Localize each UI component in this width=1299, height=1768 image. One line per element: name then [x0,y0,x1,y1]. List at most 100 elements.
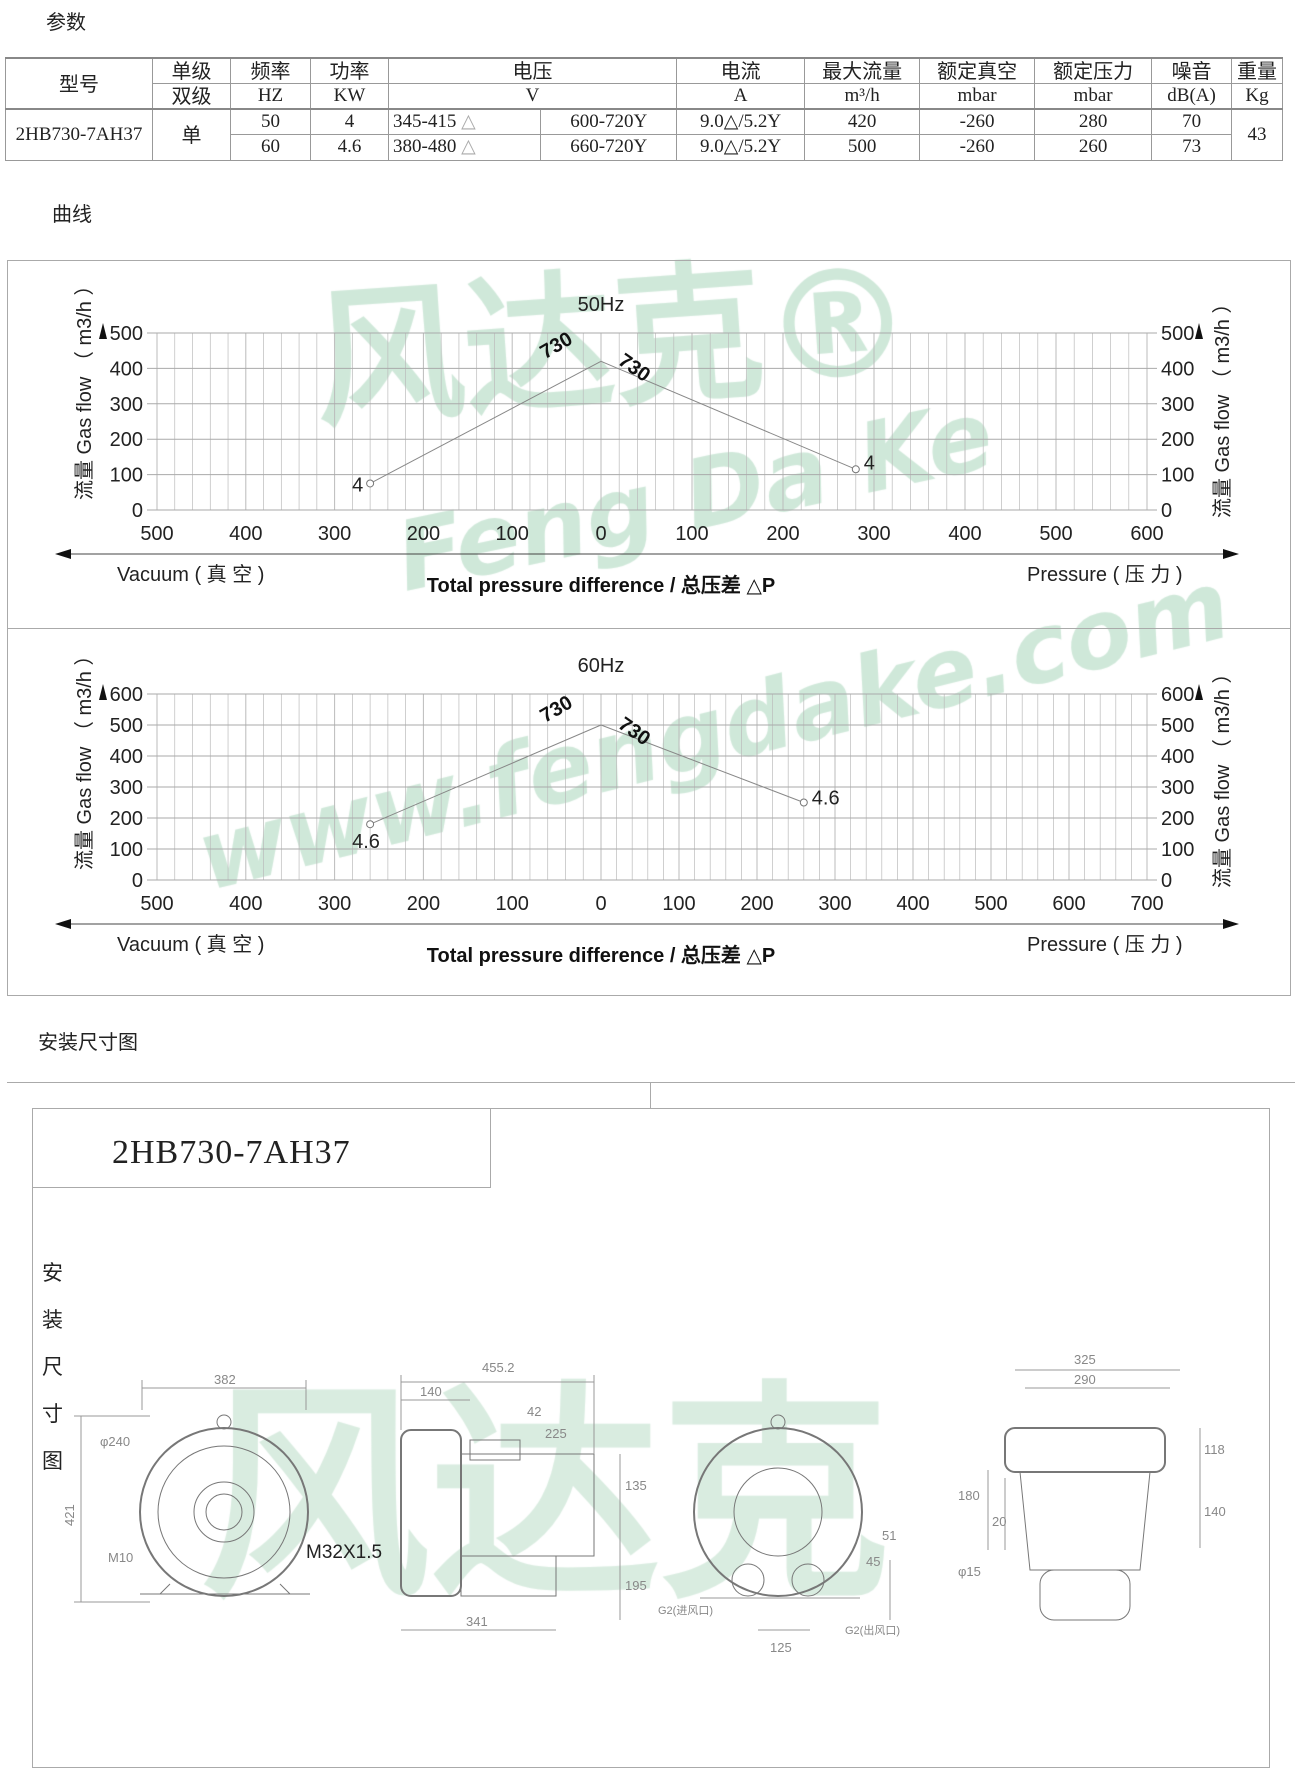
dim-label: 455.2 [482,1360,515,1375]
y-axis-label-right: 流量 Gas flow （ m3/h ） [1211,294,1234,519]
x-tick-label-pressure: 300 [818,893,851,915]
header-voltage: 电压 [387,57,678,84]
x-tick-label-vacuum: 100 [496,893,529,915]
arrow-up-icon [99,684,107,700]
spec-table: 型号 单级 频率 功率 电压 电流 最大流量 额定真空 额定压力 噪音 重量 双… [5,57,1283,161]
side-label-char: 图 [42,1449,63,1473]
unit-vacuum: mbar [919,83,1036,110]
y-tick-label-right: 300 [1161,394,1194,416]
cell-v-star: 660-720Y [540,134,678,161]
data-point [799,798,808,807]
y-tick-label-left: 500 [110,715,143,737]
x-axis-label: Total pressure difference / 总压差 △P [427,943,775,967]
chart-title: 60Hz [578,655,625,677]
end-label: 4.6 [352,831,380,853]
x-tick-label-vacuum: 400 [229,523,262,545]
y-tick-label-right: 100 [1161,465,1194,487]
x-tick-label-pressure: 400 [948,523,981,545]
section-title-curves: 曲线 [52,202,92,226]
dim-label: φ15 [958,1564,981,1579]
dim-label: 290 [1074,1372,1096,1387]
y-tick-label-left: 500 [110,323,143,345]
data-point [851,465,860,474]
unit-noise: dB(A) [1151,83,1233,110]
chart-60hz: 0 0 100 100 200 200 300 300 400 400 500 500 600 600 50… [55,646,1239,967]
arrow-right-icon [1223,549,1239,559]
series-line-vacuum [369,360,602,484]
y-tick-label-right: 400 [1161,746,1194,768]
x-tick-label-vacuum: 400 [229,893,262,915]
end-label: 4 [864,452,875,474]
cell-pressure: 280 [1034,108,1153,135]
header-power: 功率 [310,57,389,84]
y-tick-label-left: 0 [132,500,143,522]
x-tick-label-vacuum: 100 [496,523,529,545]
cell-v-star: 600-720Y [540,108,678,135]
dim-label: 225 [545,1426,567,1441]
dim-label: 325 [1074,1352,1096,1367]
x-tick-label-vacuum: 300 [318,523,351,545]
x-tick-label-pressure: 200 [766,523,799,545]
series-line-vacuum [369,724,602,825]
start-label: 730 [537,692,577,728]
y-tick-label-left: 400 [110,358,143,380]
cell-v-delta: 380-480 [393,136,457,158]
x-tick-label-vacuum: 500 [140,893,173,915]
dim-label: G2(进风口) [658,1604,713,1617]
dimension-labels: 382 φ240 421 M10 455.2 140 42 225 135 19… [62,1352,1226,1655]
x-tick-label-vacuum: 200 [407,523,440,545]
x-tick-label-pressure: 500 [974,893,1007,915]
cell-freq: 50 [230,108,311,135]
side-label-char: 尺 [42,1355,63,1379]
data-point [366,479,375,488]
header-weight: 重量 [1231,57,1283,84]
chart-title: 50Hz [578,294,625,316]
cell-vacuum: -260 [919,108,1036,135]
x-axis-label-pressure: Pressure ( 压 力 ) [1027,563,1183,586]
cell-v-delta: 345-415 [393,111,457,132]
y-tick-label-left: 200 [110,429,143,451]
side-label-char: 寸 [42,1402,63,1426]
cell-current: 9.0△/5.2Y [676,134,806,161]
y-tick-label-right: 200 [1161,808,1194,830]
x-tick-label-vacuum: 300 [318,893,351,915]
cell-current: 9.0△/5.2Y [676,108,806,135]
front-view [74,1380,310,1603]
end-label: 4.6 [812,788,840,810]
y-axis-label-right: 流量 Gas flow （ m3/h ） [1211,664,1234,889]
y-tick-label-right: 200 [1161,429,1194,451]
dim-label: 20 [992,1514,1006,1529]
dim-label: 195 [625,1578,647,1593]
arrow-right-icon [1223,919,1239,929]
arrow-up-icon [1195,323,1203,339]
dim-label: 45 [866,1554,880,1569]
series-line-pressure [600,360,856,470]
x-tick-label-pressure: 600 [1052,893,1085,915]
cell-pressure: 260 [1034,134,1153,161]
side-view [400,1375,621,1631]
y-tick-label-right: 600 [1161,684,1194,706]
section-title-install: 安装尺寸图 [38,1030,138,1054]
table-row: 2HB730-7AH37 单 50 4 345-415 △ 600-720Y 9… [5,108,1283,161]
unit-weight: Kg [1231,83,1283,110]
unit-flow: m³/h [804,83,921,110]
cell-freq: 60 [230,134,311,161]
cell-power: 4.6 [310,134,389,161]
unit-freq: HZ [230,83,311,110]
dim-label: 382 [214,1372,236,1387]
x-tick-label-vacuum: 500 [140,523,173,545]
dim-label: 140 [1204,1504,1226,1519]
arrow-left-icon [55,549,71,559]
table-row: 60 4.6 380-480 △ 660-720Y 9.0△/5.2Y 500 … [6,134,1283,161]
y-tick-label-left: 100 [110,839,143,861]
cell-max-flow: 500 [804,134,921,161]
header-stage: 单级 [152,57,231,84]
unit-pressure: mbar [1034,83,1153,110]
dim-label: G2(出风口) [845,1623,900,1637]
y-tick-label-right: 400 [1161,358,1194,380]
y-tick-label-right: 500 [1161,323,1194,345]
y-tick-label-right: 300 [1161,777,1194,799]
x-axis-label-vacuum: Vacuum ( 真 空 ) [117,933,264,956]
dimension-drawing: 382 φ240 421 M10 455.2 140 42 225 135 19… [62,1352,1226,1655]
dim-label: 135 [625,1478,647,1493]
